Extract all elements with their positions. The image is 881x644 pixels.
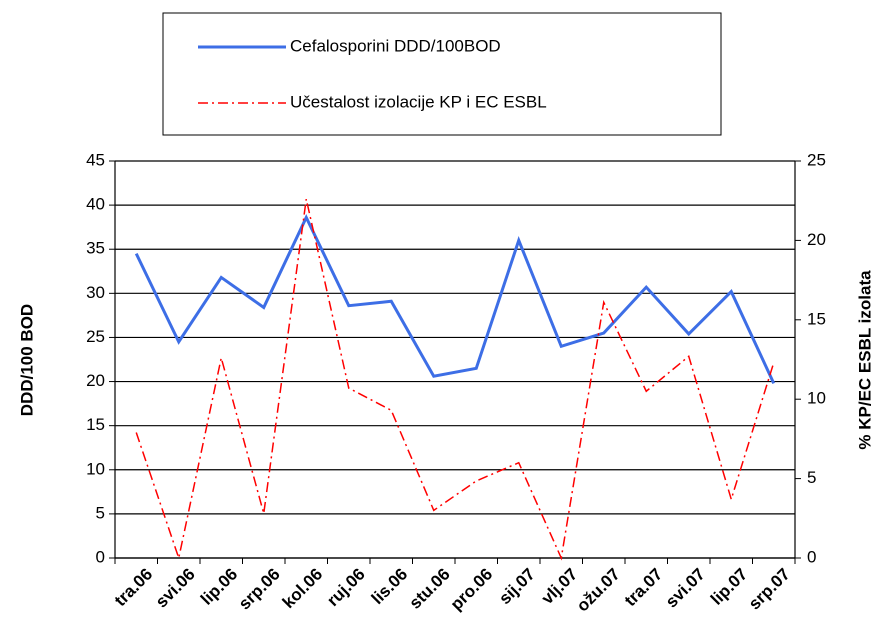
legend-label: Učestalost izolacije KP i EC ESBL bbox=[290, 92, 547, 111]
y-tick-label: 0 bbox=[96, 547, 105, 566]
y2-tick-label: 5 bbox=[807, 468, 816, 487]
x-tick-label: ožu.07 bbox=[573, 565, 624, 616]
y-tick-label: 40 bbox=[86, 195, 105, 214]
x-tick-label: ruj.06 bbox=[323, 565, 369, 611]
x-tick-label: tra.06 bbox=[111, 565, 157, 611]
series-line bbox=[135, 198, 775, 561]
x-tick-label: lis.06 bbox=[368, 565, 412, 609]
y2-axis-title: % KP/EC ESBL izolata bbox=[855, 270, 874, 450]
x-tick-label: srp.07 bbox=[745, 565, 794, 614]
x-tick-label: kol.06 bbox=[279, 565, 327, 613]
legend-label: Cefalosporini DDD/100BOD bbox=[290, 36, 501, 55]
x-tick-label: srp.06 bbox=[235, 565, 284, 614]
y2-tick-label: 20 bbox=[807, 230, 826, 249]
y-tick-label: 25 bbox=[86, 327, 105, 346]
x-tick-label: stu.06 bbox=[406, 565, 454, 613]
y2-tick-label: 10 bbox=[807, 389, 826, 408]
x-tick-label: lip.06 bbox=[197, 565, 241, 609]
series-line bbox=[134, 213, 776, 384]
x-tick-label: tra.07 bbox=[621, 565, 667, 611]
y-tick-label: 35 bbox=[86, 239, 105, 258]
y-tick-label: 20 bbox=[86, 371, 105, 390]
y-axis-title: DDD/100 BOD bbox=[17, 304, 36, 416]
y2-tick-label: 25 bbox=[807, 150, 826, 169]
y-tick-label: 45 bbox=[86, 150, 105, 169]
x-tick-label: pro.06 bbox=[447, 565, 497, 615]
y2-tick-label: 15 bbox=[807, 309, 826, 328]
x-tick-label: svi.07 bbox=[662, 565, 709, 612]
y-tick-label: 10 bbox=[86, 459, 105, 478]
y-tick-label: 15 bbox=[86, 415, 105, 434]
x-tick-label: lip.07 bbox=[707, 565, 751, 609]
x-tick-label: sij.07 bbox=[495, 565, 539, 609]
y-tick-label: 30 bbox=[86, 283, 105, 302]
x-tick-label: svi.06 bbox=[152, 565, 199, 612]
legend-box bbox=[162, 12, 722, 136]
y2-tick-label: 0 bbox=[807, 547, 816, 566]
y-tick-label: 5 bbox=[96, 503, 105, 522]
